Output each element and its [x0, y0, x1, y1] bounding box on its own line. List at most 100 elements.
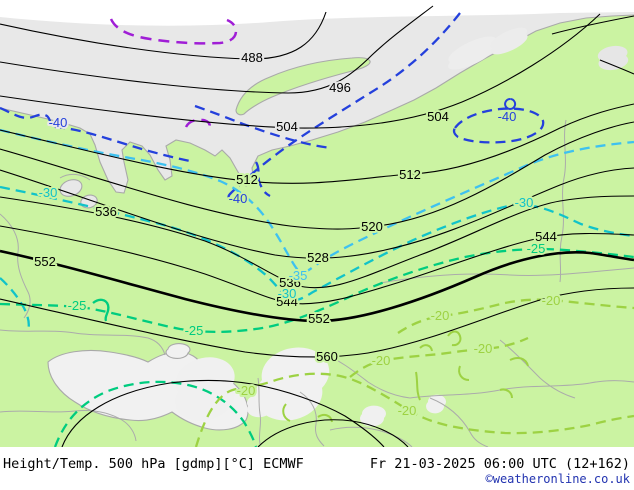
- height-contour-label: 520: [361, 219, 383, 234]
- temp-contour-minus40-closed-low: [504, 98, 517, 110]
- height-contour-label: 536: [95, 204, 117, 219]
- height-contour-label: 488: [241, 50, 263, 65]
- footer-copyright-link[interactable]: ©weatheronline.co.uk: [485, 472, 631, 486]
- height-contour-544: [0, 225, 634, 305]
- height-contour-496: [599, 59, 634, 75]
- height-contour-label: 552: [34, 254, 56, 269]
- temperature-contours-layer: [0, 12, 634, 447]
- terrain-patch: [426, 394, 446, 414]
- height-contour-504: [0, 13, 601, 129]
- temp-contour-minus30: [0, 277, 30, 331]
- temp-contour-minus25: [0, 247, 634, 334]
- temp-contour-label: -20: [372, 353, 391, 368]
- azov-sea: [165, 343, 191, 359]
- country-border: [59, 173, 91, 181]
- terrain-patch: [448, 36, 496, 70]
- terrain-patch: [490, 27, 528, 55]
- temp-contour-label: -35: [289, 268, 308, 283]
- height-contour-label: 528: [307, 250, 329, 265]
- height-contour-label: 536: [279, 275, 301, 290]
- country-border: [0, 329, 166, 356]
- country-border: [257, 377, 262, 445]
- country-border: [0, 410, 137, 442]
- height-contour-label: 544: [535, 229, 557, 244]
- height-contour-496: [0, 5, 434, 94]
- temp-contour-minus45: [109, 18, 238, 45]
- height-contour-512: [0, 103, 634, 184]
- height-contour-560: [0, 287, 634, 358]
- temp-contour-minus40: [194, 104, 333, 150]
- temp-contour-label: -40: [498, 109, 517, 124]
- height-contour-label: 496: [329, 80, 351, 95]
- country-border: [559, 119, 567, 283]
- temp-contour-label: -40: [49, 115, 68, 130]
- temp-contour-minus35: [0, 128, 634, 274]
- footer-datetime-label: Fr 21-03-2025 06:00 UTC (12+162): [369, 456, 630, 472]
- height-contour-label: 504: [276, 119, 298, 134]
- temp-contour-minus20-squiggle: [447, 330, 462, 347]
- temp-contour-minus25: [53, 380, 258, 447]
- terrain-patch: [360, 405, 386, 427]
- terrain-patch: [175, 357, 235, 421]
- height-contour-568-ridge: [61, 379, 385, 447]
- temp-contour-label: -20: [431, 308, 450, 323]
- height-contour-label: 544: [276, 294, 298, 309]
- coastline: [0, 14, 634, 194]
- country-border: [0, 213, 31, 319]
- temp-contour-label: -30: [39, 185, 58, 200]
- temp-contour-label: -20: [398, 403, 417, 418]
- temp-contour-minus20-squiggle: [282, 403, 291, 422]
- land-region: [0, 15, 634, 447]
- contour-labels-layer: 488 496 504 504 512 512 520 528 536 536 544 544 552 5…: [32, 48, 562, 420]
- height-contour-label: 560: [316, 349, 338, 364]
- temp-contour-label: -25: [68, 298, 87, 313]
- temp-contour-minus20: [397, 298, 634, 334]
- temp-contour-label: -20: [474, 341, 493, 356]
- temp-contour-label: -25: [185, 323, 204, 338]
- temp-contour-label: -30: [515, 195, 534, 210]
- height-contour-label: 504: [427, 109, 449, 124]
- temp-contour-minus20-squiggle: [415, 371, 421, 401]
- temp-contour-minus40: [0, 106, 191, 163]
- height-contour-528: [0, 167, 634, 259]
- country-border: [409, 380, 634, 399]
- height-contour-label: 552: [308, 311, 330, 326]
- temp-contour-label: -40: [229, 191, 248, 206]
- temp-contour-minus40: [254, 161, 271, 198]
- temp-contour-minus20-squiggle: [317, 413, 333, 423]
- height-contour-520: [0, 121, 634, 230]
- temp-contour-label: -25: [527, 241, 546, 256]
- geography-layer: [0, 12, 634, 447]
- height-contour-552-thick: [0, 249, 634, 323]
- temp-contour-minus20: [349, 336, 529, 378]
- arctic-island: [235, 57, 371, 116]
- temp-contour-label: -20: [237, 383, 256, 398]
- country-border: [499, 339, 576, 399]
- terrain-patch: [597, 45, 629, 71]
- height-contour-536: [0, 195, 634, 289]
- temp-contour-minus40-closed-low: [452, 107, 545, 144]
- height-contour-ridge-inner: [257, 419, 409, 447]
- temp-contour-label: -30: [278, 286, 297, 301]
- temp-contour-minus20-squiggle: [499, 388, 513, 399]
- temp-contour-minus25: [92, 298, 110, 322]
- height-contour-label: 512: [236, 172, 258, 187]
- map-footer: Height/Temp. 500 hPa [gdmp][°C] ECMWF Fr…: [0, 447, 634, 490]
- temp-contour-minus20-squiggle: [419, 344, 433, 352]
- temp-contour-minus20-squiggle: [458, 365, 470, 381]
- country-border: [379, 267, 634, 284]
- height-contour-488: [551, 15, 634, 35]
- temp-contour-label: -20: [542, 293, 561, 308]
- temp-contour-minus20-squiggle: [509, 357, 529, 367]
- height-contour-label: 512: [399, 167, 421, 182]
- country-border: [429, 397, 489, 447]
- temp-contour-minus40: [227, 12, 461, 202]
- map-canvas: 488 496 504 504 512 512 520 528 536 536 544 544 552 5…: [0, 5, 634, 447]
- country-border: [319, 351, 411, 399]
- height-contours-layer: [0, 5, 634, 447]
- temp-contour-minus45: [184, 118, 211, 128]
- height-contour-488: [0, 11, 327, 60]
- footer-field-label: Height/Temp. 500 hPa [gdmp][°C] ECMWF: [3, 456, 304, 472]
- weather-map-svg: 488 496 504 504 512 512 520 528 536 536 544 544 552 5…: [0, 5, 634, 447]
